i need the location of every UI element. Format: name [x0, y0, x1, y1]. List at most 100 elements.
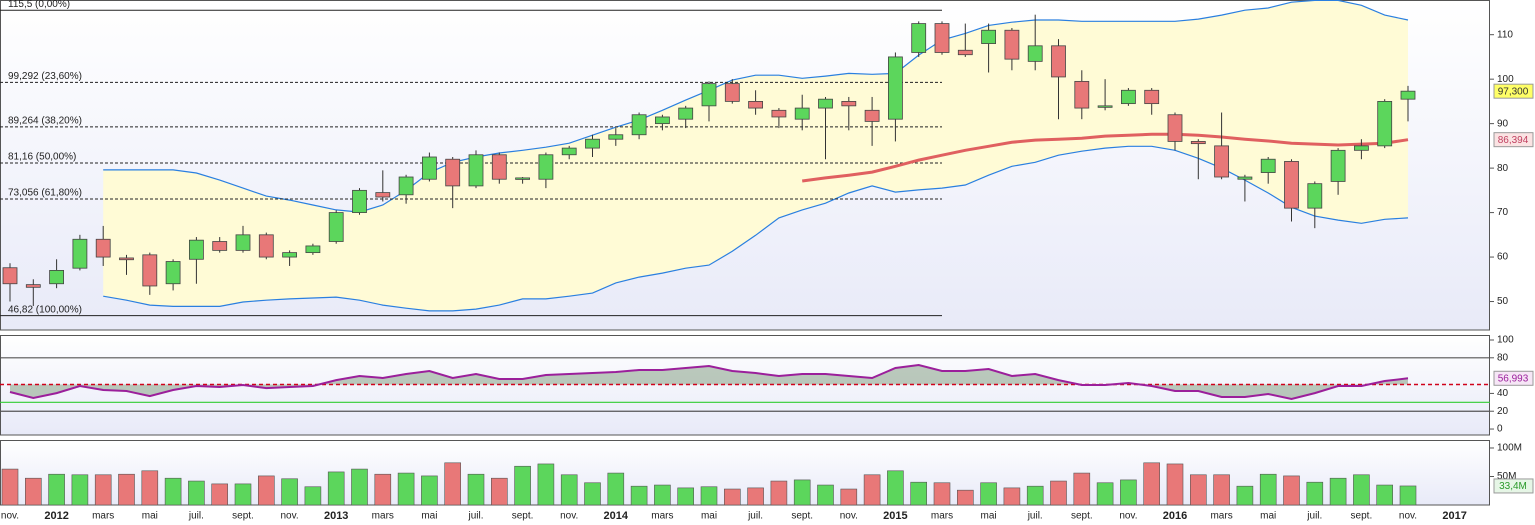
candle-body	[72, 238, 88, 269]
candle-body	[49, 270, 64, 285]
volume-bar	[211, 483, 228, 506]
volume-bar	[281, 478, 298, 506]
volume-bar	[1329, 477, 1347, 506]
volume-bar	[770, 480, 788, 506]
volume-bar	[1376, 484, 1393, 506]
volume-bar	[1283, 475, 1300, 506]
volume-bar	[956, 489, 974, 506]
volume-bar	[421, 475, 438, 506]
x-tick-label: sept.	[232, 511, 254, 522]
candle-body	[445, 158, 461, 187]
x-tick-label: juil.	[188, 511, 204, 522]
volume-bar	[584, 482, 601, 506]
x-tick-label: mai	[1260, 511, 1276, 522]
candle-body	[515, 177, 530, 180]
candle-body	[538, 154, 554, 180]
level-label: 115,5 (0,00%)	[8, 0, 70, 10]
x-tick-label: sept.	[1071, 511, 1093, 522]
volume-bar	[1050, 480, 1067, 506]
candle-body	[352, 189, 367, 213]
x-tick-label: mai	[981, 511, 997, 522]
candle-body	[1330, 149, 1346, 182]
y-tick-label: 40	[1497, 388, 1509, 399]
y-tick-label: 90	[1497, 118, 1509, 129]
volume-bar	[188, 480, 205, 506]
candle-body	[748, 101, 763, 109]
y-tick-label: 100	[1497, 335, 1514, 346]
candle-body	[888, 56, 903, 120]
volume-bar	[1399, 485, 1417, 506]
volume-bar	[304, 486, 322, 506]
candle-body	[468, 154, 484, 187]
x-tick-label: mars	[931, 511, 953, 522]
candle-body	[1074, 80, 1090, 109]
candle-body	[794, 107, 810, 120]
candle-body	[841, 101, 857, 107]
level-label: 81,16 (50,00%)	[8, 152, 76, 163]
volume-bar	[1259, 473, 1277, 506]
candle-body	[771, 109, 787, 118]
x-tick-label: nov.	[840, 511, 858, 522]
level-label: 73,056 (61,80%)	[8, 188, 82, 199]
last-value-box	[1493, 478, 1534, 494]
volume-bar	[1143, 462, 1160, 506]
candle-body	[1121, 89, 1136, 105]
x-tick-label: 2015	[883, 510, 907, 522]
volume-bar	[1306, 481, 1324, 506]
volume-bar	[980, 482, 997, 506]
x-tick-label: juil.	[1306, 511, 1322, 522]
x-tick-label: 2017	[1442, 510, 1466, 522]
y-tick-label: 100	[1497, 74, 1514, 85]
volume-bar	[490, 477, 508, 506]
x-tick-label: mars	[1210, 511, 1232, 522]
last-value-box	[1493, 132, 1534, 148]
volume-bar	[863, 474, 881, 506]
candle-body	[305, 245, 321, 254]
volume-bar	[1073, 472, 1091, 506]
volume-bar	[374, 473, 392, 506]
candle-body	[421, 156, 437, 180]
volume-bar	[607, 472, 625, 506]
candle-body	[981, 29, 996, 44]
candle-body	[491, 154, 507, 180]
x-tick-label: sept.	[791, 511, 813, 522]
last-value-box	[1493, 370, 1534, 386]
volume-bar	[514, 465, 531, 506]
volume-bar	[630, 485, 648, 506]
candle-body	[1307, 183, 1323, 209]
last-value-label: 33,4M	[1499, 481, 1527, 492]
last-value-box	[1493, 83, 1534, 99]
x-tick-label: mai	[421, 511, 437, 522]
level-label: 46,82 (100,00%)	[8, 304, 82, 315]
candle-body	[142, 254, 158, 287]
y-tick-label: 60	[1497, 252, 1509, 263]
x-tick-label: mars	[92, 511, 114, 522]
volume-bar	[747, 487, 764, 506]
x-tick-label: nov.	[281, 511, 299, 522]
candle-body	[864, 109, 880, 122]
volume-bar	[1026, 485, 1044, 506]
volume-bar	[1166, 463, 1184, 506]
volume-bar	[94, 474, 112, 506]
candle-body	[1004, 29, 1020, 60]
volume-bar	[1353, 474, 1370, 506]
candle-body	[655, 116, 670, 125]
candle-body	[235, 234, 251, 251]
volume-bar	[257, 475, 275, 506]
volume-bar	[327, 471, 345, 506]
volume-bar	[444, 462, 462, 506]
y-tick-label: 70	[1497, 207, 1509, 218]
candle-body	[258, 234, 274, 258]
candle-body	[212, 241, 228, 251]
x-tick-label: nov.	[560, 511, 578, 522]
volume-bar	[1213, 474, 1230, 506]
x-tick-label: juil.	[467, 511, 483, 522]
volume-bar	[24, 477, 42, 506]
volume-bar	[700, 486, 718, 506]
candle-body	[2, 267, 18, 285]
candle-body	[608, 134, 624, 140]
y-tick-label: 0	[1497, 424, 1503, 435]
volume-bar	[164, 477, 182, 506]
y-tick-label: 50	[1497, 296, 1509, 307]
candle-body	[1144, 89, 1160, 105]
